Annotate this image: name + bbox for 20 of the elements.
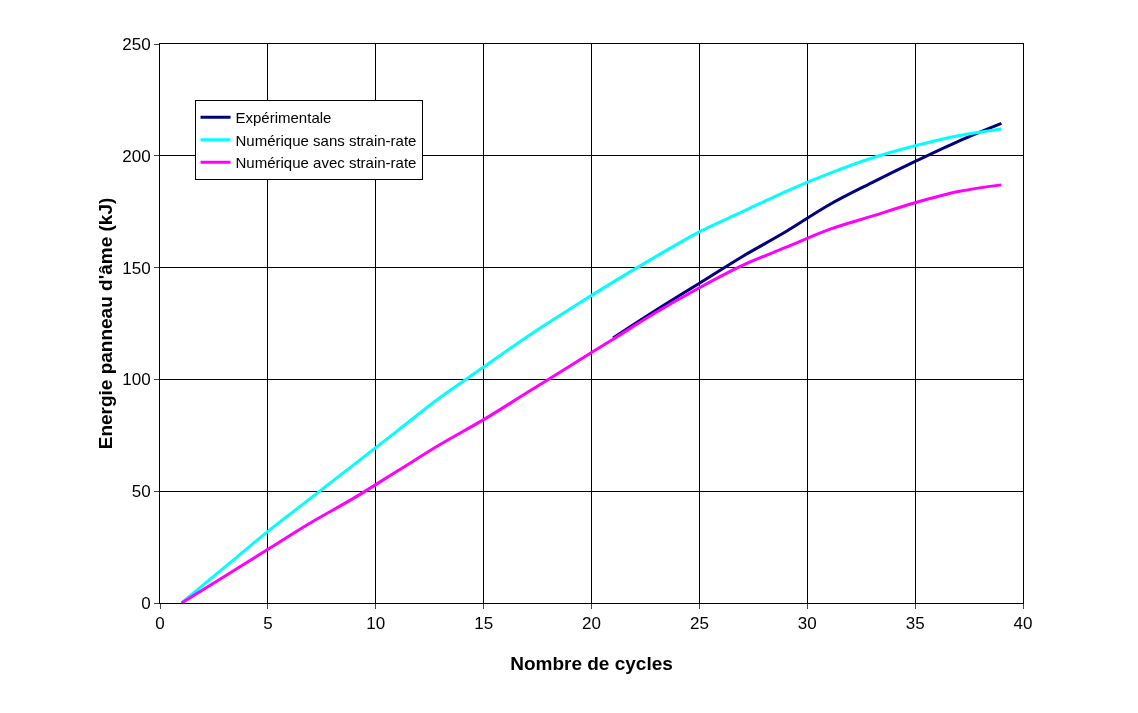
- x-tick-label: 25: [689, 614, 709, 634]
- y-tick-label: 100: [122, 370, 151, 390]
- legend-label: Numérique avec strain-rate: [235, 154, 417, 171]
- x-axis-title: Nombre de cycles: [510, 653, 673, 674]
- legend-label: Expérimentale: [235, 109, 332, 126]
- x-tick-label: 35: [905, 614, 925, 634]
- y-axis-title: Energie panneau d'âme (kJ): [95, 197, 116, 450]
- x-tick-label: 20: [582, 614, 601, 634]
- y-tick-label: 0: [141, 593, 151, 613]
- legend-label: Numérique sans strain-rate: [235, 131, 417, 149]
- x-tick-label: 0: [155, 614, 165, 634]
- y-tick-label: 200: [122, 146, 151, 166]
- y-tick-label: 250: [122, 34, 151, 54]
- x-tick-label: 30: [797, 614, 817, 634]
- y-tick-label: 50: [131, 482, 151, 502]
- x-tick-label: 10: [366, 614, 386, 634]
- x-tick-label: 5: [263, 614, 273, 634]
- x-tick-label: 15: [474, 614, 494, 634]
- x-tick-label: 40: [1013, 614, 1033, 634]
- y-tick-label: 150: [122, 258, 151, 278]
